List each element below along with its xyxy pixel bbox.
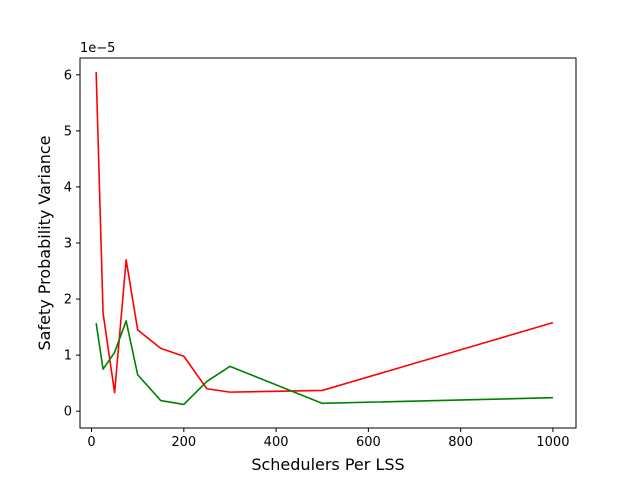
- x-tick-label: 600: [356, 435, 381, 450]
- x-axis-ticks: 0 200 400 600 800 1000: [87, 428, 569, 450]
- y-axis-ticks: 0 1 2 3 4 5 6: [64, 68, 80, 420]
- x-tick-label: 1000: [536, 435, 569, 450]
- y-tick-label: 0: [64, 405, 72, 420]
- series-layer: [95, 71, 554, 406]
- x-tick-label: 400: [264, 435, 289, 450]
- x-tick-label: 0: [87, 435, 95, 450]
- x-axis-label: Schedulers Per LSS: [251, 455, 404, 474]
- x-tick-label: 200: [171, 435, 196, 450]
- x-tick-label: 800: [448, 435, 473, 450]
- y-tick-label: 1: [64, 349, 72, 364]
- y-axis-label: Safety Probability Variance: [35, 135, 54, 350]
- y-tick-label: 3: [64, 237, 72, 252]
- y-tick-label: 5: [64, 124, 72, 139]
- y-tick-label: 4: [64, 180, 72, 195]
- y-tick-label: 2: [64, 293, 72, 308]
- y-tick-label: 6: [64, 68, 72, 83]
- y-offset-label: 1e−5: [80, 41, 115, 56]
- series-line-2: [95, 320, 553, 406]
- series-line-1: [95, 71, 554, 394]
